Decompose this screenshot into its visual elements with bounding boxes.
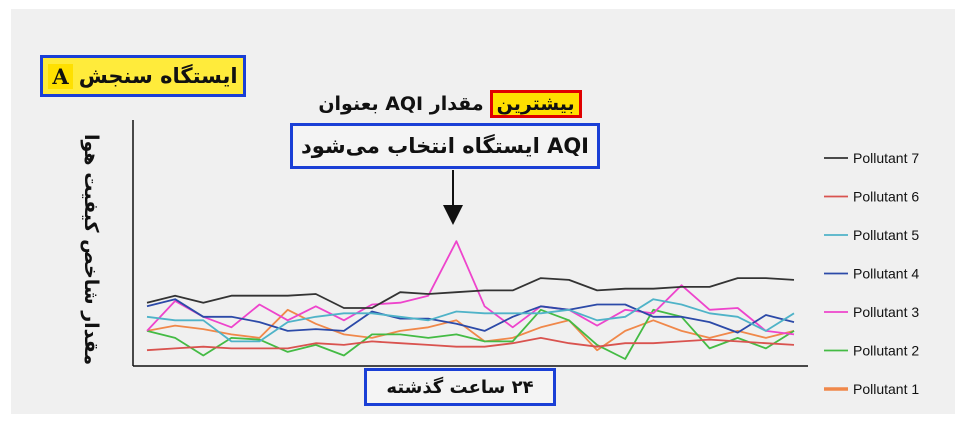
chart-legend: Pollutant 7 Pollutant 6 Pollutant 5 Polluta…: [824, 150, 919, 397]
legend-label: Pollutant 4: [853, 266, 919, 282]
down-arrow-icon: [443, 170, 463, 225]
annotation-highlight: بیشترین: [489, 90, 582, 118]
series-line-pollutant-5: [146, 298, 795, 343]
series-line-pollutant-2: [146, 308, 795, 360]
y-axis-label: مقدار شاخص کیفیت هوا: [61, 120, 121, 380]
legend-label: Pollutant 1: [853, 381, 919, 397]
station-label-text: ایستگاه سنجش: [78, 64, 238, 88]
annotation-box: AQI ایستگاه انتخاب می‌شود: [290, 123, 600, 169]
station-letter: A: [48, 63, 73, 89]
legend-label: Pollutant 2: [853, 343, 919, 359]
series-line-pollutant-6: [146, 336, 795, 352]
legend-label: Pollutant 3: [853, 304, 919, 320]
legend-label: Pollutant 7: [853, 150, 919, 166]
y-axis-label-text: مقدار شاخص کیفیت هوا: [80, 134, 102, 366]
station-label-box: ایستگاه سنجش A: [40, 55, 246, 97]
x-axis-label-box: ۲۴ ساعت گذشته: [364, 368, 556, 406]
series-line-pollutant-3: [146, 240, 795, 336]
series-line-pollutant-1: [146, 308, 795, 352]
annotation-line-2-text: AQI ایستگاه انتخاب می‌شود: [301, 134, 589, 158]
series-line-pollutant-4: [146, 298, 795, 334]
x-axis-label-text: ۲۴ ساعت گذشته: [386, 376, 534, 398]
legend-label: Pollutant 5: [853, 227, 919, 243]
annotation-line-1: بیشترین مقدار AQI بعنوان: [300, 86, 600, 122]
annotation-line-1-text: مقدار AQI بعنوان: [318, 93, 484, 115]
series-line-pollutant-7: [146, 277, 795, 309]
arrow-head: [443, 205, 463, 225]
chart-series-lines: [146, 240, 795, 360]
legend-label: Pollutant 6: [853, 189, 919, 205]
chart-axes: [132, 120, 808, 367]
